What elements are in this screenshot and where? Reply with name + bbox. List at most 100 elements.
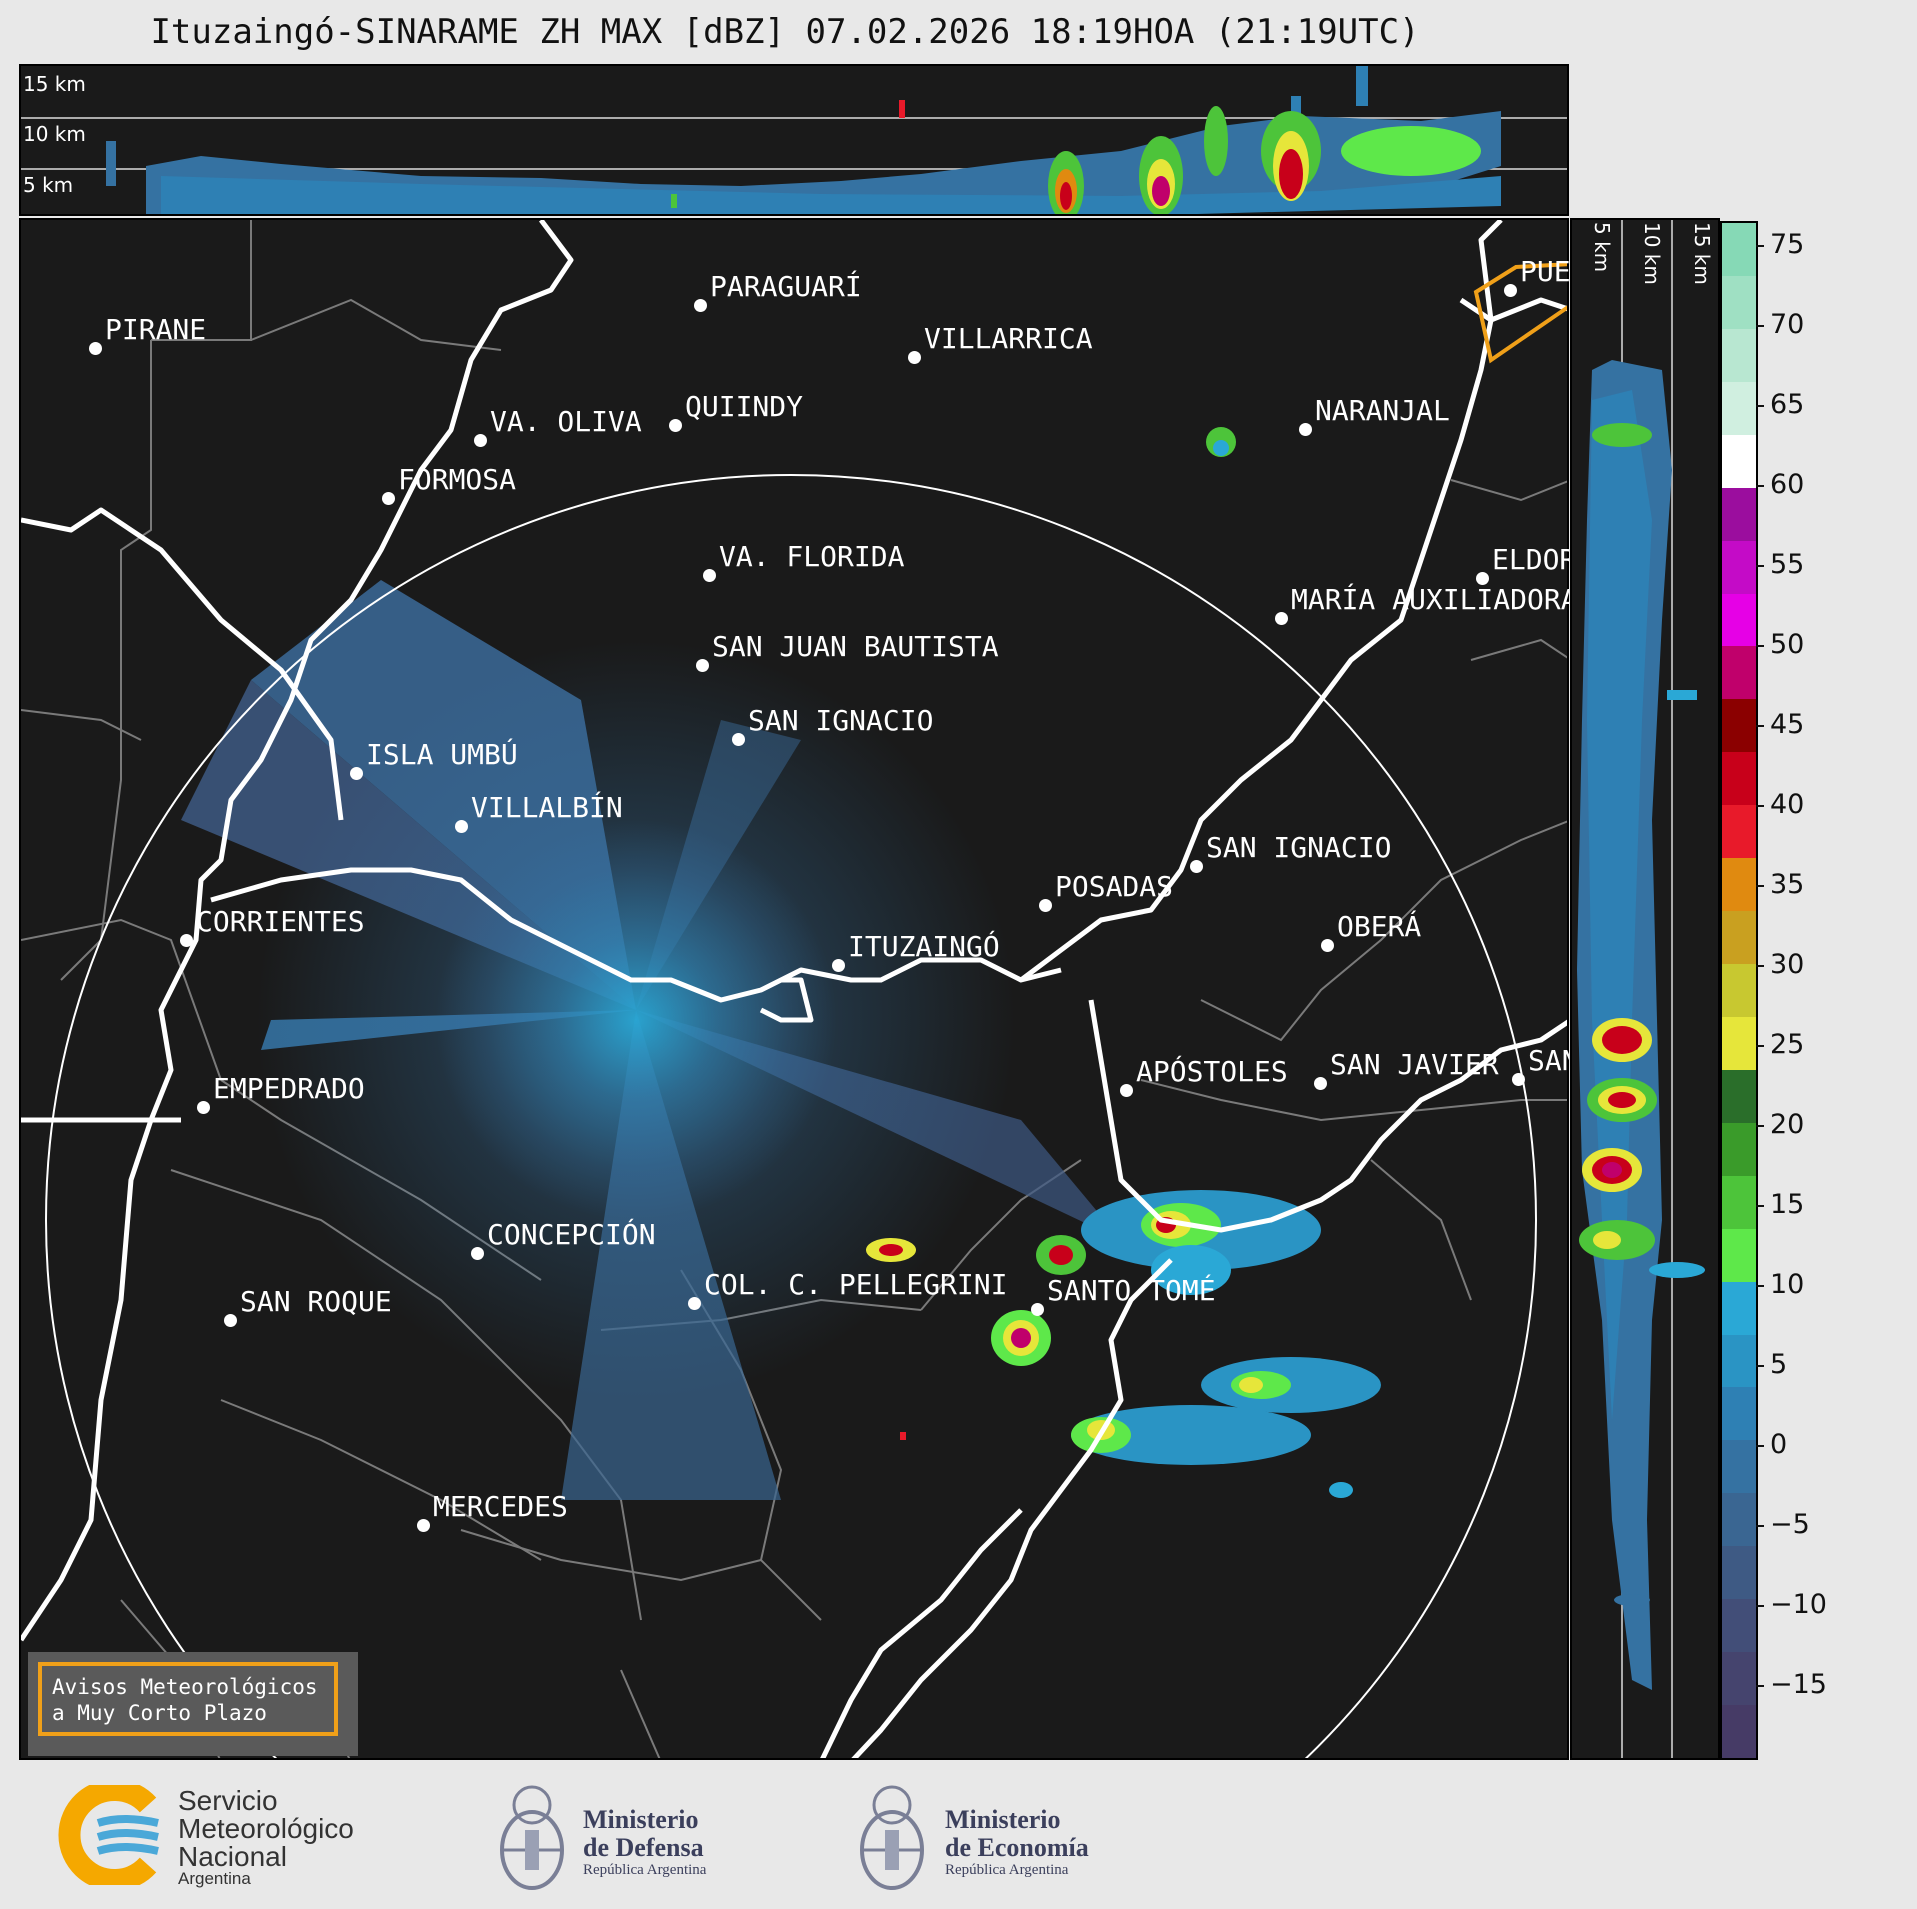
warning-legend-line2: a Muy Corto Plazo	[52, 1701, 267, 1726]
city-label: EMPEDRADO	[213, 1072, 365, 1105]
city-label: APÓSTOLES	[1136, 1055, 1288, 1088]
city-marker	[350, 767, 363, 780]
smn-line4: Argentina	[178, 1869, 251, 1888]
colorbar-band	[1722, 1546, 1756, 1601]
side-cross-section-graphic	[1577, 220, 1705, 1758]
dbz-colorbar	[1720, 221, 1758, 1760]
city-marker	[1299, 423, 1312, 436]
city-label: SAN ROQUE	[240, 1285, 392, 1318]
city-marker	[1039, 899, 1052, 912]
economia-line3: República Argentina	[945, 1862, 1069, 1878]
colorbar-band	[1722, 1652, 1756, 1707]
smn-line2: Meteorológico	[178, 1813, 354, 1844]
city-marker	[832, 959, 845, 972]
colorbar-band	[1722, 1281, 1756, 1336]
colorbar-tick-label: −5	[1756, 1509, 1810, 1540]
national-shield-icon	[500, 1785, 564, 1890]
smn-line1: Servicio	[178, 1785, 278, 1816]
city-label: CONCEPCIÓN	[487, 1218, 656, 1251]
colorbar-tick-label: 20	[1755, 1109, 1804, 1140]
city-label: POSADAS	[1055, 870, 1174, 903]
colorbar-band	[1722, 1228, 1756, 1283]
city-label: SAN IGNACIO	[1206, 831, 1392, 864]
city-label: PUERTO	[1520, 255, 1569, 288]
city-marker	[1476, 572, 1489, 585]
city-marker	[1512, 1073, 1525, 1086]
city-marker	[455, 820, 468, 833]
colorbar-tick-label: 30	[1755, 949, 1804, 980]
city-label: ITUZAINGÓ	[848, 930, 1000, 963]
city-label: QUIINDY	[685, 390, 804, 423]
city-label: COL. C. PELLEGRINI	[704, 1268, 1008, 1301]
colorbar-tick-label: 0	[1755, 1429, 1787, 1460]
city-label: SAN	[1528, 1044, 1569, 1077]
colorbar-band	[1722, 540, 1756, 595]
colorbar-tick-label: 75	[1755, 229, 1804, 260]
city-marker	[1504, 284, 1517, 297]
colorbar-tick-label: 70	[1755, 309, 1804, 340]
city-marker	[224, 1314, 237, 1327]
city-label: PARAGUARÍ	[710, 270, 862, 303]
city-label: PIRANE	[105, 313, 207, 346]
side-height-label-10km: 10 km	[1640, 222, 1664, 285]
city-marker	[1321, 939, 1334, 952]
city-marker	[197, 1101, 210, 1114]
city-marker	[669, 419, 682, 432]
colorbar-band	[1722, 1599, 1756, 1654]
national-shield-icon	[860, 1785, 924, 1890]
city-label: VA. FLORIDA	[719, 540, 905, 573]
city-label: SAN IGNACIO	[748, 704, 934, 737]
side-cross-section-panel: 5 km 10 km 15 km	[1570, 218, 1720, 1760]
colorbar-band	[1722, 381, 1756, 436]
colorbar-band	[1722, 434, 1756, 489]
colorbar-band	[1722, 1016, 1756, 1071]
colorbar-band	[1722, 964, 1756, 1018]
city-marker	[732, 733, 745, 746]
side-height-label-5km: 5 km	[1590, 222, 1614, 273]
city-marker	[688, 1297, 701, 1310]
colorbar-band	[1722, 699, 1756, 754]
economia-line1: Ministerio	[945, 1805, 1061, 1834]
top-height-label-5km: 5 km	[23, 173, 74, 197]
colorbar-tick-label: 10	[1755, 1269, 1804, 1300]
colorbar-tick-label: 50	[1755, 629, 1804, 660]
city-label: MERCEDES	[433, 1490, 568, 1523]
city-label: CORRIENTES	[196, 905, 365, 938]
colorbar-band	[1722, 752, 1756, 807]
smn-logo-icon	[58, 1785, 159, 1885]
colorbar-band	[1722, 1175, 1756, 1230]
colorbar-tick-label: 55	[1755, 549, 1804, 580]
city-marker	[703, 569, 716, 582]
colorbar-band	[1722, 1122, 1756, 1177]
smn-line3: Nacional	[178, 1841, 287, 1872]
side-height-label-15km: 15 km	[1690, 222, 1714, 285]
city-marker	[1314, 1077, 1327, 1090]
colorbar-band	[1722, 1387, 1756, 1442]
city-marker	[1275, 612, 1288, 625]
city-label: OBERÁ	[1337, 910, 1422, 943]
colorbar-tick-label: 40	[1755, 789, 1804, 820]
colorbar-band	[1722, 328, 1756, 383]
top-height-label-10km: 10 km	[23, 122, 86, 146]
colorbar-band	[1722, 1440, 1756, 1495]
top-cross-section-graphic	[21, 66, 1567, 214]
city-marker	[471, 1247, 484, 1260]
city-label: FORMOSA	[398, 463, 517, 496]
colorbar-band	[1722, 275, 1756, 330]
colorbar-band	[1722, 1493, 1756, 1548]
map-title: Ituzaingó-SINARAME ZH MAX [dBZ] 07.02.20…	[150, 12, 1420, 52]
city-marker	[908, 351, 921, 364]
city-marker	[417, 1519, 430, 1532]
city-label: NARANJAL	[1315, 394, 1450, 427]
city-marker	[382, 492, 395, 505]
radar-map-graphic	[21, 220, 1567, 1758]
top-cross-section-panel: 15 km 10 km 5 km	[19, 64, 1569, 216]
colorbar-tick-label: 60	[1755, 469, 1804, 500]
city-marker	[1190, 860, 1203, 873]
colorbar-tick-label: −15	[1756, 1669, 1827, 1700]
defensa-line1: Ministerio	[583, 1805, 699, 1834]
city-label: VILLALBÍN	[471, 791, 623, 824]
defensa-line3: República Argentina	[583, 1862, 707, 1878]
colorbar-tick-label: 35	[1755, 869, 1804, 900]
top-height-label-15km: 15 km	[23, 72, 86, 96]
